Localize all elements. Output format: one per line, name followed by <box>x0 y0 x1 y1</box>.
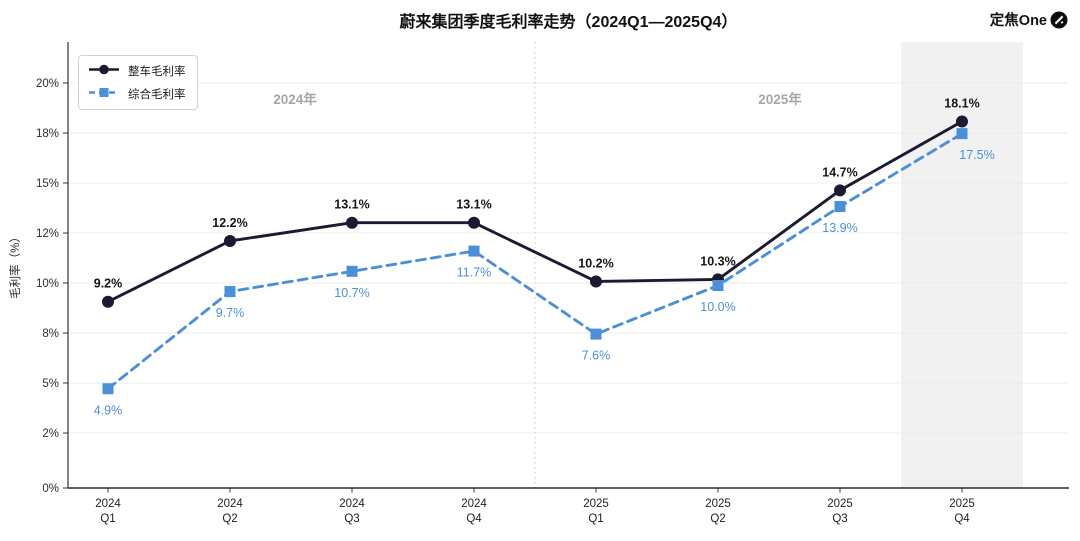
y-axis-tick-label: 0% <box>42 483 59 495</box>
legend-label: 整车毛利率 <box>128 66 186 78</box>
data-point-label: 12.2% <box>212 216 247 230</box>
data-point-label: 10.7% <box>334 286 369 300</box>
x-axis-tick-label-quarter: Q2 <box>710 513 725 525</box>
data-point-marker <box>712 280 724 291</box>
x-axis-tick-label-quarter: Q3 <box>832 513 847 525</box>
brand-logo-icon <box>1050 11 1068 29</box>
data-point-marker <box>346 216 358 229</box>
data-point-marker <box>590 328 602 340</box>
data-point-marker <box>102 383 114 395</box>
x-axis-tick-label-quarter: Q4 <box>954 513 970 525</box>
legend-label: 综合毛利率 <box>128 89 186 101</box>
data-point-label: 13.1% <box>456 198 491 212</box>
overall-margin-swatch-icon <box>88 86 120 102</box>
x-axis-tick-label-year: 2025 <box>583 498 609 510</box>
legend-item-vehicle-margin: 整车毛利率 <box>88 63 186 79</box>
x-axis-tick-label-year: 2024 <box>461 498 487 510</box>
chart-title: 蔚来集团季度毛利率走势（2024Q1—2025Q4） <box>399 14 738 31</box>
x-axis-tick-label-year: 2024 <box>339 498 365 510</box>
x-axis-tick-label-quarter: Q1 <box>588 513 603 525</box>
y-axis-tick-label: 10% <box>36 278 59 290</box>
data-point-label: 4.9% <box>94 403 123 417</box>
y-axis-title: 毛利率（%） <box>8 231 22 299</box>
data-point-marker <box>224 234 236 247</box>
data-point-marker <box>468 216 480 229</box>
data-point-marker <box>224 286 236 298</box>
data-point-marker <box>834 184 846 197</box>
y-axis-tick-label: 5% <box>42 378 59 390</box>
data-point-label: 7.6% <box>582 349 611 363</box>
x-axis-tick-label-year: 2025 <box>949 498 975 510</box>
data-point-label: 18.1% <box>944 96 979 110</box>
y-axis-tick-label: 8% <box>42 328 59 340</box>
annotation-2024: 2024年 <box>273 91 317 107</box>
y-axis-tick-label: 20% <box>36 78 59 90</box>
data-point-marker <box>956 115 968 128</box>
data-point-marker <box>346 265 358 277</box>
data-point-label: 10.2% <box>578 256 613 270</box>
legend-item-overall-margin: 综合毛利率 <box>88 86 186 102</box>
brand: 定焦One <box>990 9 1068 30</box>
y-axis-tick-label: 18% <box>36 128 59 140</box>
data-point-marker <box>468 245 480 257</box>
x-axis-tick-label-year: 2025 <box>705 498 731 510</box>
y-axis-tick-label: 2% <box>42 428 59 440</box>
y-axis-tick-label: 15% <box>36 178 59 190</box>
data-point-label: 9.2% <box>94 277 123 291</box>
vehicle-margin-swatch-icon <box>88 63 120 79</box>
x-axis-tick-label-quarter: Q4 <box>466 513 482 525</box>
data-point-label: 10.0% <box>700 300 735 314</box>
data-point-marker <box>834 201 846 213</box>
data-point-label: 13.9% <box>822 221 857 235</box>
data-point-marker <box>590 275 602 288</box>
data-point-label: 11.7% <box>457 266 492 280</box>
series-line-vehicle-margin <box>106 120 964 304</box>
x-axis-tick-label-year: 2025 <box>827 498 853 510</box>
x-axis-tick-label-quarter: Q3 <box>344 513 359 525</box>
series-line-overall-margin <box>106 132 964 391</box>
data-point-marker <box>102 295 114 308</box>
x-axis-tick-label-year: 2024 <box>217 498 243 510</box>
y-axis-tick-label: 12% <box>36 228 59 240</box>
data-point-marker <box>956 128 968 140</box>
data-point-label: 10.3% <box>700 254 735 268</box>
x-axis-tick-label-quarter: Q1 <box>100 513 115 525</box>
x-axis-tick-label-quarter: Q2 <box>222 513 237 525</box>
data-point-label: 9.7% <box>216 306 245 320</box>
data-point-label: 14.7% <box>822 165 857 179</box>
data-point-label: 13.1% <box>334 198 369 212</box>
annotation-2025: 2025年 <box>758 91 802 107</box>
legend: 整车毛利率 综合毛利率 <box>78 55 198 110</box>
x-axis-tick-label-year: 2024 <box>95 498 121 510</box>
brand-text: 定焦One <box>989 13 1047 29</box>
data-point-label: 17.5% <box>959 148 994 162</box>
